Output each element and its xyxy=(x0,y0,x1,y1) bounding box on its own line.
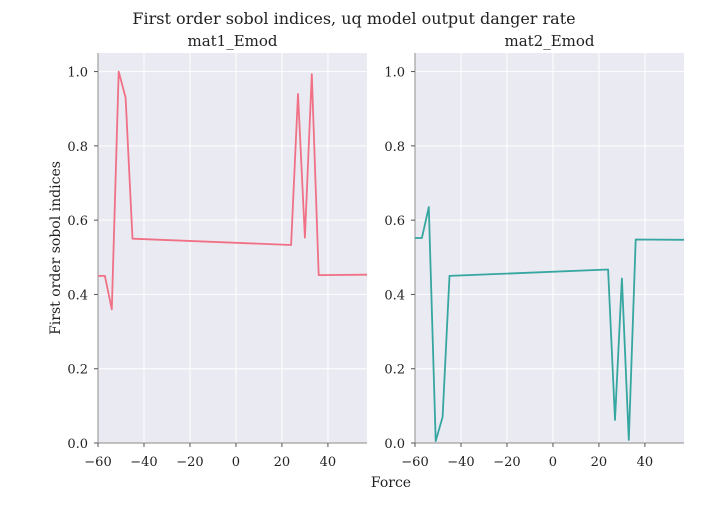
plot-background xyxy=(98,53,367,443)
y-tick-label: 0.0 xyxy=(384,437,405,452)
x-tick-label: 20 xyxy=(274,455,291,470)
x-tick-label: −20 xyxy=(176,455,203,470)
y-tick-label: 0.2 xyxy=(67,363,88,378)
series-line xyxy=(415,206,685,443)
y-tick-label: 0.8 xyxy=(67,140,88,155)
y-tick-label: 0.6 xyxy=(67,214,88,229)
subplot-1: −60 −40 −20 0 20 40 0.0 0.2 0.4 0.6 0.8 1.0 mat1_Emo… xyxy=(67,32,368,470)
x-tick-label: 40 xyxy=(320,455,337,470)
y-tick-label: 1.0 xyxy=(67,66,88,81)
x-tick-label: −40 xyxy=(447,455,474,470)
y-tick-label: 0.0 xyxy=(67,437,88,452)
y-tick-label: 0.6 xyxy=(384,214,405,229)
y-tick-label: 0.2 xyxy=(384,363,405,378)
x-tick-label: −40 xyxy=(130,455,157,470)
x-tick-label: 0 xyxy=(549,455,557,470)
subplot-2: −60 −40 −20 0 20 40 0.0 0.2 0.4 0.6 0.8 1.0 mat2_Emo… xyxy=(384,32,685,470)
figure-ylabel: First order sobol indices xyxy=(48,161,64,335)
x-tick-label: 20 xyxy=(591,455,608,470)
x-tick-label: −60 xyxy=(401,455,428,470)
x-tick-label: 40 xyxy=(637,455,654,470)
series-line xyxy=(98,70,368,311)
y-tick-label: 0.4 xyxy=(67,288,88,303)
y-tick-label: 0.4 xyxy=(384,288,405,303)
y-tick-label: 0.8 xyxy=(384,140,405,155)
subplot-panels: −60 −40 −20 0 20 40 0.0 0.2 0.4 0.6 0.8 1.0 mat1_Emo… xyxy=(67,32,685,470)
subplot-title: mat1_Emod xyxy=(187,32,277,50)
x-tick-label: −20 xyxy=(493,455,520,470)
y-tick-label: 1.0 xyxy=(384,66,405,81)
plot-background xyxy=(415,53,684,443)
subplot-title: mat2_Emod xyxy=(504,32,594,50)
figure-suptitle: First order sobol indices, uq model outp… xyxy=(132,9,575,28)
x-tick-label: 0 xyxy=(232,455,240,470)
figure-xlabel: Force xyxy=(371,475,411,491)
x-tick-label: −60 xyxy=(84,455,111,470)
